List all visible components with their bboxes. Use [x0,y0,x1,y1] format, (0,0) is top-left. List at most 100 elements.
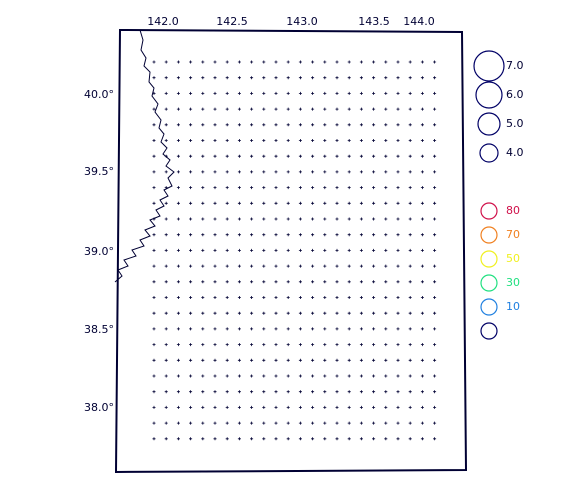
station-mark [176,264,180,268]
station-mark [311,107,315,111]
station-mark [237,296,241,299]
station-mark [396,280,400,284]
station-mark [164,280,168,284]
station-mark [262,170,266,174]
station-mark [311,186,315,190]
station-mark [164,343,168,347]
station-mark [189,280,193,284]
station-mark [311,170,315,174]
station-mark [347,280,351,284]
station-mark [311,154,315,158]
station-mark [347,437,351,441]
station-mark [189,107,193,111]
station-mark [335,327,339,331]
depth-legend-circle [480,298,498,316]
station-mark [408,60,412,64]
station-mark [286,358,290,362]
station-mark [164,139,168,142]
station-mark [225,296,229,299]
station-mark [164,170,168,174]
station-mark [420,107,424,111]
station-mark [225,358,229,362]
station-mark [396,358,400,362]
station-mark [250,343,254,347]
station-mark [311,327,315,331]
station-mark [164,60,168,64]
station-mark [286,264,290,268]
station-mark [347,154,351,158]
station-mark [262,76,266,80]
station-mark [189,358,193,362]
station-mark [323,437,327,441]
station-mark [408,139,412,142]
station-mark [237,264,241,268]
station-mark [237,248,241,252]
station-mark [286,91,290,95]
station-mark [347,139,351,142]
station-mark [164,405,168,409]
station-mark [323,343,327,347]
station-mark [372,60,376,64]
station-mark [152,107,156,111]
magnitude-legend-circle [479,143,499,163]
station-mark [323,60,327,64]
station-mark [250,233,254,237]
station-mark [311,311,315,315]
station-mark [189,60,193,64]
station-mark [213,91,217,95]
station-mark [286,107,290,111]
station-mark [420,280,424,284]
station-mark [347,170,351,174]
lat-tick-label: 39.0° [84,245,114,258]
station-mark [152,343,156,347]
station-mark [372,343,376,347]
station-mark [323,91,327,95]
station-mark [396,123,400,127]
station-mark [237,154,241,158]
station-mark [298,76,302,80]
station-mark [396,421,400,425]
station-mark [164,107,168,111]
station-mark [164,374,168,378]
station-mark [286,280,290,284]
station-mark [237,201,241,205]
station-mark [298,248,302,252]
station-mark [347,405,351,409]
station-mark [237,60,241,64]
station-mark [420,421,424,425]
station-mark [323,405,327,409]
station-mark [396,60,400,64]
station-mark [164,217,168,221]
station-mark [164,76,168,80]
station-mark [396,233,400,237]
lon-tick-label: 143.5 [358,15,390,28]
station-mark [347,311,351,315]
station-mark [372,296,376,299]
station-mark [298,437,302,441]
station-mark [323,123,327,127]
station-mark [335,139,339,142]
station-mark [201,154,205,158]
station-mark [384,154,388,158]
station-mark [359,217,363,221]
station-mark [286,154,290,158]
station-mark [359,233,363,237]
station-mark [384,311,388,315]
station-mark [323,217,327,221]
station-mark [420,248,424,252]
station-mark [372,217,376,221]
station-mark [408,107,412,111]
station-mark [408,296,412,299]
station-mark [213,437,217,441]
station-mark [298,217,302,221]
station-mark [225,60,229,64]
station-mark [420,91,424,95]
station-mark [433,123,437,127]
station-mark [433,437,437,441]
station-mark [274,421,278,425]
station-mark [384,201,388,205]
station-mark [311,421,315,425]
station-mark [433,327,437,331]
station-mark [408,280,412,284]
